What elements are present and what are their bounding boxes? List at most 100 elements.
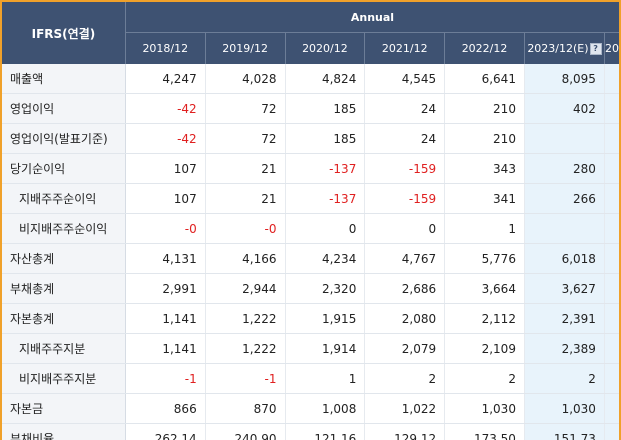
estimate-value-cell: 3,627 xyxy=(524,274,604,304)
value-cell: 2,112 xyxy=(445,304,525,334)
value-cell xyxy=(604,304,619,334)
value-cell: 1,141 xyxy=(125,334,205,364)
estimate-value-cell xyxy=(524,124,604,154)
value-cell: 4,247 xyxy=(125,64,205,94)
estimate-value-cell xyxy=(524,214,604,244)
value-cell: 341 xyxy=(445,184,525,214)
value-cell: 1,030 xyxy=(445,394,525,424)
value-cell: 2 xyxy=(365,364,445,394)
year-header: 2018/12 xyxy=(125,33,205,65)
value-cell xyxy=(604,124,619,154)
value-cell: -1 xyxy=(125,364,205,394)
value-cell: 4,545 xyxy=(365,64,445,94)
value-cell: 24 xyxy=(365,124,445,154)
value-cell: -1 xyxy=(205,364,285,394)
value-cell: 107 xyxy=(125,154,205,184)
value-cell: -159 xyxy=(365,184,445,214)
value-cell: 1,008 xyxy=(285,394,365,424)
value-cell: 1,141 xyxy=(125,304,205,334)
value-cell: 1,022 xyxy=(365,394,445,424)
value-cell xyxy=(604,214,619,244)
value-cell xyxy=(604,94,619,124)
value-cell: 2,079 xyxy=(365,334,445,364)
value-cell xyxy=(604,364,619,394)
value-cell xyxy=(604,184,619,214)
value-cell: 4,028 xyxy=(205,64,285,94)
value-cell: 1 xyxy=(445,214,525,244)
value-cell: 1,222 xyxy=(205,304,285,334)
value-cell: 6,641 xyxy=(445,64,525,94)
estimate-value-cell: 6,018 xyxy=(524,244,604,274)
row-label: 자본총계 xyxy=(2,304,125,334)
help-icon[interactable]: ? xyxy=(590,43,602,55)
value-cell: 210 xyxy=(445,94,525,124)
accounting-standard-header: IFRS(연결) xyxy=(2,2,125,64)
value-cell: 72 xyxy=(205,124,285,154)
year-header: 2022/12 xyxy=(445,33,525,65)
value-cell xyxy=(604,154,619,184)
row-label: 비지배주주지분 xyxy=(2,364,125,394)
value-cell xyxy=(604,274,619,304)
value-cell: 5,776 xyxy=(445,244,525,274)
value-cell: 4,767 xyxy=(365,244,445,274)
estimate-value-cell: 2,391 xyxy=(524,304,604,334)
estimate-year-header: 2023/12(E)? xyxy=(524,33,604,65)
value-cell: 2 xyxy=(445,364,525,394)
estimate-value-cell: 402 xyxy=(524,94,604,124)
value-cell: 185 xyxy=(285,94,365,124)
row-label: 비지배주주순이익 xyxy=(2,214,125,244)
value-cell: 24 xyxy=(365,94,445,124)
value-cell: 72 xyxy=(205,94,285,124)
row-label: 영업이익 xyxy=(2,94,125,124)
value-cell: 2,991 xyxy=(125,274,205,304)
value-cell: 1,914 xyxy=(285,334,365,364)
row-label: 지배주주지분 xyxy=(2,334,125,364)
value-cell: 210 xyxy=(445,124,525,154)
estimate-value-cell: 2,389 xyxy=(524,334,604,364)
value-cell: 866 xyxy=(125,394,205,424)
value-cell: -42 xyxy=(125,124,205,154)
value-cell: 2,944 xyxy=(205,274,285,304)
estimate-value-cell: 266 xyxy=(524,184,604,214)
row-label: 지배주주순이익 xyxy=(2,184,125,214)
value-cell: -42 xyxy=(125,94,205,124)
row-label: 매출액 xyxy=(2,64,125,94)
estimate-value-cell: 280 xyxy=(524,154,604,184)
annual-period-header: Annual xyxy=(125,2,619,33)
row-label: 자본금 xyxy=(2,394,125,424)
row-label: 부채총계 xyxy=(2,274,125,304)
value-cell: 3,664 xyxy=(445,274,525,304)
year-header-truncated: 20 xyxy=(604,33,619,65)
value-cell: -159 xyxy=(365,154,445,184)
value-cell: -0 xyxy=(205,214,285,244)
value-cell: 107 xyxy=(125,184,205,214)
estimate-value-cell: 2 xyxy=(524,364,604,394)
value-cell: 1 xyxy=(285,364,365,394)
year-header: 2020/12 xyxy=(285,33,365,65)
value-cell: 2,320 xyxy=(285,274,365,304)
value-cell: 343 xyxy=(445,154,525,184)
value-cell: 1,222 xyxy=(205,334,285,364)
value-cell: 2,109 xyxy=(445,334,525,364)
estimate-value-cell: 8,095 xyxy=(524,64,604,94)
value-cell: 4,234 xyxy=(285,244,365,274)
value-cell: 4,824 xyxy=(285,64,365,94)
estimate-year-label: 2023/12(E) xyxy=(527,42,588,55)
estimate-value-cell: 1,030 xyxy=(524,394,604,424)
value-cell: 0 xyxy=(285,214,365,244)
row-label: 영업이익(발표기준) xyxy=(2,124,125,154)
